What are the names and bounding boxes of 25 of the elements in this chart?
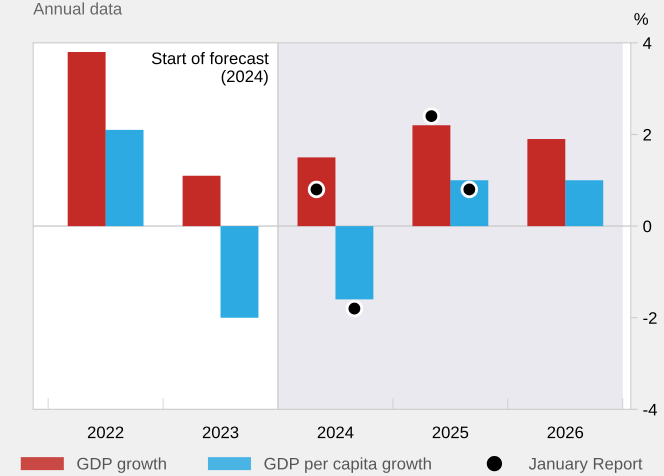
y-tick-label: 0	[643, 220, 652, 232]
bar	[565, 180, 604, 226]
y-tick-label: -4	[643, 404, 657, 416]
legend-label: January Report	[528, 458, 642, 473]
bar	[527, 139, 566, 226]
bar	[106, 130, 144, 226]
x-tick-label: 2023	[202, 426, 238, 438]
y-tick-label: -2	[643, 312, 657, 324]
bar	[220, 226, 258, 318]
annotation: Start of forecast (2024)	[152, 52, 269, 86]
y-tick-label: 2	[643, 128, 652, 141]
x-tick-label: 2025	[432, 426, 468, 438]
x-tick-label: 2022	[88, 426, 124, 438]
legend-label: GDP per capita growth	[264, 457, 431, 473]
y-axis-title: %	[634, 13, 648, 25]
bar	[335, 226, 374, 300]
bar	[68, 52, 106, 226]
y-tick-label: 4	[642, 37, 652, 49]
x-tick-label: 2026	[548, 426, 584, 438]
bar	[298, 157, 336, 226]
bar	[412, 125, 450, 226]
x-tick-label: 2024	[318, 426, 354, 438]
legend-label: GDP growth	[77, 457, 166, 473]
chart-subtitle: Annual data	[33, 2, 122, 15]
bar	[182, 176, 221, 226]
